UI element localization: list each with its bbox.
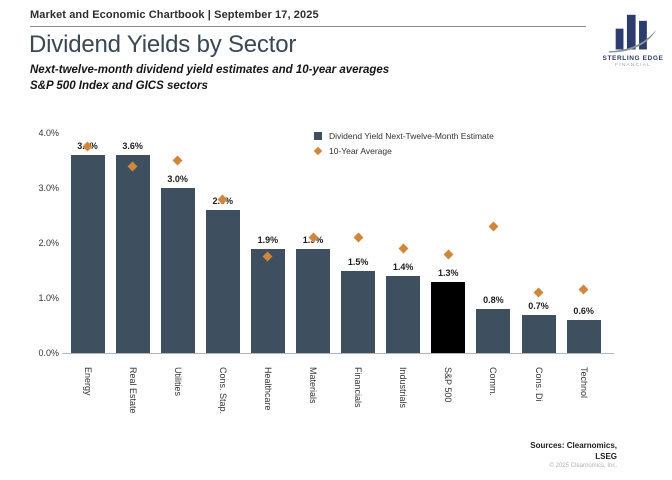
bar [476, 309, 511, 353]
x-axis-label: Real Estate [127, 367, 138, 414]
y-axis-tick-label: 1.0% [38, 293, 59, 303]
header-divider [30, 26, 586, 27]
bar-value-label: 3.0% [167, 174, 188, 184]
source-attribution: Sources: Clearnomics, LSEG © 2025 Clearn… [530, 441, 617, 469]
avg-diamond [488, 221, 499, 232]
y-axis-tick-label: 4.0% [38, 128, 59, 138]
x-axis-label: Utilities [172, 367, 183, 397]
bar-value-label: 1.3% [438, 267, 459, 278]
bar-value-label: 0.7% [528, 300, 549, 311]
y-axis-tick-label: 2.0% [38, 238, 59, 248]
bar-series-swatch [314, 132, 322, 140]
bar-chart-logo-icon [608, 14, 657, 53]
bar-value-label: 3.6% [122, 141, 143, 151]
avg-diamond [353, 232, 364, 243]
page-title: Dividend Yields by Sector [29, 31, 297, 58]
avg-series-swatch [313, 146, 323, 156]
chart-legend: Dividend Yield Next-Twelve-Month Estimat… [313, 131, 494, 161]
bar [115, 155, 150, 353]
bar [296, 248, 330, 353]
legend-row-average: 10-Year Average [313, 146, 494, 156]
bar [250, 248, 285, 353]
x-axis-label: Healthcare [262, 367, 273, 411]
chart-subtitle: Next-twelve-month dividend yield estimat… [30, 63, 389, 94]
x-axis-label: Industrials [398, 367, 409, 409]
x-axis-label: Comm. [488, 367, 499, 396]
avg-diamond [443, 249, 454, 259]
logo-name: STERLING EDGE [602, 55, 664, 62]
avg-diamond [172, 155, 183, 166]
avg-diamond [533, 287, 544, 298]
subtitle-line-1: Next-twelve-month dividend yield estimat… [30, 64, 390, 76]
copyright-notice: © 2025 Clearnomics, Inc. [549, 463, 617, 469]
bar [566, 320, 601, 353]
logo-subname: FINANCIAL [615, 63, 651, 68]
y-axis-tick-label: 3.0% [38, 183, 59, 193]
bar [70, 155, 105, 353]
bar [160, 188, 195, 353]
bar [341, 270, 376, 353]
bar [386, 276, 421, 353]
x-axis-label: Financials [353, 367, 364, 408]
sources-line-2: LSEG [595, 451, 617, 461]
legend-avg-label: 10-Year Average [329, 146, 392, 156]
bar-value-label: 1.4% [392, 262, 414, 272]
x-axis-label: Cons. Di [533, 367, 544, 402]
bar [205, 210, 240, 353]
x-axis-label: Technol [578, 367, 589, 399]
bar-value-label: 0.8% [483, 295, 504, 305]
x-axis-line [62, 353, 614, 354]
bar [521, 314, 556, 353]
bar-value-label: 1.5% [347, 256, 369, 267]
sterling-edge-logo: STERLING EDGE FINANCIAL [597, 12, 669, 68]
legend-bar-label: Dividend Yield Next-Twelve-Month Estimat… [329, 131, 494, 141]
sources-line-1: Sources: Clearnomics, [530, 441, 617, 450]
x-axis-label: Materials [308, 367, 318, 404]
avg-diamond [578, 284, 589, 295]
avg-diamond [398, 243, 409, 254]
bar [431, 281, 466, 353]
legend-row-bar: Dividend Yield Next-Twelve-Month Estimat… [314, 131, 494, 141]
x-axis-label: Cons. Stap. [217, 367, 228, 415]
bar-value-label: 0.6% [573, 306, 594, 316]
y-axis-tick-label: 0.0% [38, 348, 59, 358]
x-axis-label: Energy [82, 367, 93, 396]
x-axis-label: S&P 500 [443, 367, 454, 403]
chartbook-header: Market and Economic Chartbook | Septembe… [30, 9, 319, 21]
bar-value-label: 1.9% [257, 234, 279, 245]
subtitle-line-2: S&P 500 Index and GICS sectors [30, 79, 208, 92]
